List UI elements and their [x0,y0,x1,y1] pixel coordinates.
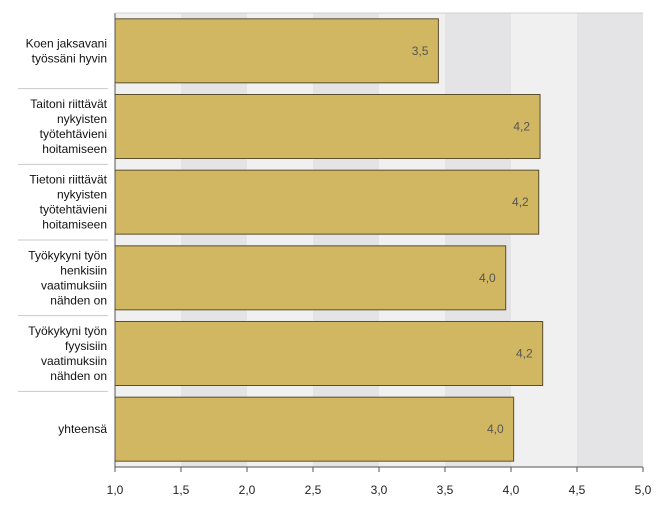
value-label: 4,2 [516,347,533,361]
value-label: 4,0 [487,422,504,436]
background-band [445,13,511,467]
bar [114,245,507,311]
x-tick-label: 1,5 [173,483,190,497]
category-label: Taitoni riittävät nykyisten työtehtävieni h… [30,97,107,156]
x-tick-label: 4,0 [503,483,520,497]
value-label: 4,0 [479,271,496,285]
value-label: 3,5 [412,44,429,58]
background-band [379,13,445,467]
value-label: 4,2 [512,195,529,209]
bar [114,321,544,386]
bar [114,396,515,462]
background-band [115,13,181,467]
category-label: yhteensä [58,422,107,436]
value-labels: 3,5 4,2 4,2 4,0 4,2 4,0 [412,44,533,436]
background-band [247,13,313,467]
x-tick-label: 1,0 [107,483,124,497]
x-tick-label: 2,0 [239,483,256,497]
background-band [313,13,379,467]
category-labels: Koen jaksavani työssäni hyvin Taitoni riit… [26,36,108,436]
x-tick-label: 2,5 [305,483,322,497]
category-label: Työkykyni työn fyysisiin vaatimuksiin nähde… [28,324,107,383]
x-tick-label: 5,0 [635,483,652,497]
x-tick-label: 3,5 [437,483,454,497]
x-tick-labels: 1,0 1,5 2,0 2,5 3,0 3,5 4,0 4,5 5,0 [107,483,652,497]
axes [18,12,644,472]
bar [114,18,439,84]
bar [114,94,541,159]
background-band [511,13,577,467]
bar [114,169,540,235]
plot-background-bands [115,13,643,467]
background-band [577,13,643,467]
category-label: Työkykyni työn henkisiin vaatimuksiin nähde… [28,248,107,307]
bars [114,18,544,462]
category-label: Tietoni riittävät nykyisten työtehtävieni h… [29,173,107,232]
background-band [181,13,247,467]
value-label: 4,2 [513,120,530,134]
category-label: Koen jaksavani työssäni hyvin [26,36,107,65]
x-tick-label: 4,5 [569,483,586,497]
x-tick-label: 3,0 [371,483,388,497]
